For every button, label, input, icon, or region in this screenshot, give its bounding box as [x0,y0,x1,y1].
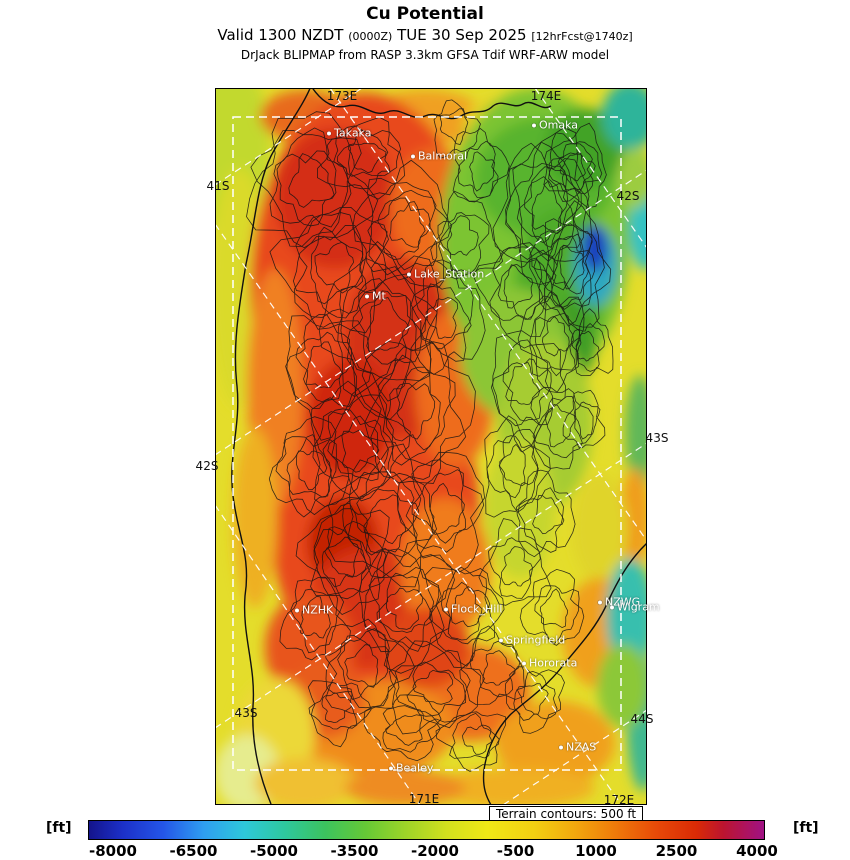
colorbar-tick: -2000 [411,842,459,860]
colorbar-tick: -3500 [330,842,379,860]
colorbar-tick: -5000 [250,842,298,860]
legend: Terrain contours: 500 ft [ft] -8000 -6500… [0,806,850,860]
valid-prefix: Valid 1300 NZDT [217,26,344,44]
page-title: Cu Potential [366,4,484,24]
map-canvas [215,88,647,805]
forecast-map[interactable]: 173E 174E 41S 42S 42S 43S 43S 44S 171E 172E Takaka… [196,88,668,807]
colorbar [88,820,765,840]
valid-line: Valid 1300 NZDT (0000Z) TUE 30 Sep 2025 … [0,25,850,47]
map-frame [215,88,647,805]
colorbar-tick: 1000 [575,842,617,860]
unit-label-right: [ft] [793,820,819,836]
unit-label-left: [ft] [46,820,72,836]
colorbar-tick: 4000 [736,842,778,860]
valid-zulu: (0000Z) [348,30,393,43]
forecast-tag: [12hrFcst@1740z] [531,30,633,43]
colorbar-tick: -500 [496,842,535,860]
header: Cu Potential Valid 1300 NZDT (0000Z) TUE… [0,4,850,63]
model-domain-boundary [232,116,622,771]
colorbar-tick: -6500 [169,842,218,860]
colorbar-tick: -8000 [89,842,137,860]
valid-date: TUE 30 Sep 2025 [397,26,527,44]
colorbar-tick: 2500 [655,842,698,860]
terrain-contours [246,99,614,772]
grid-label: 43S [645,431,669,445]
model-line: DrJack BLIPMAP from RASP 3.3km GFSA Tdif… [240,48,610,62]
latlon-graticule [215,88,647,805]
